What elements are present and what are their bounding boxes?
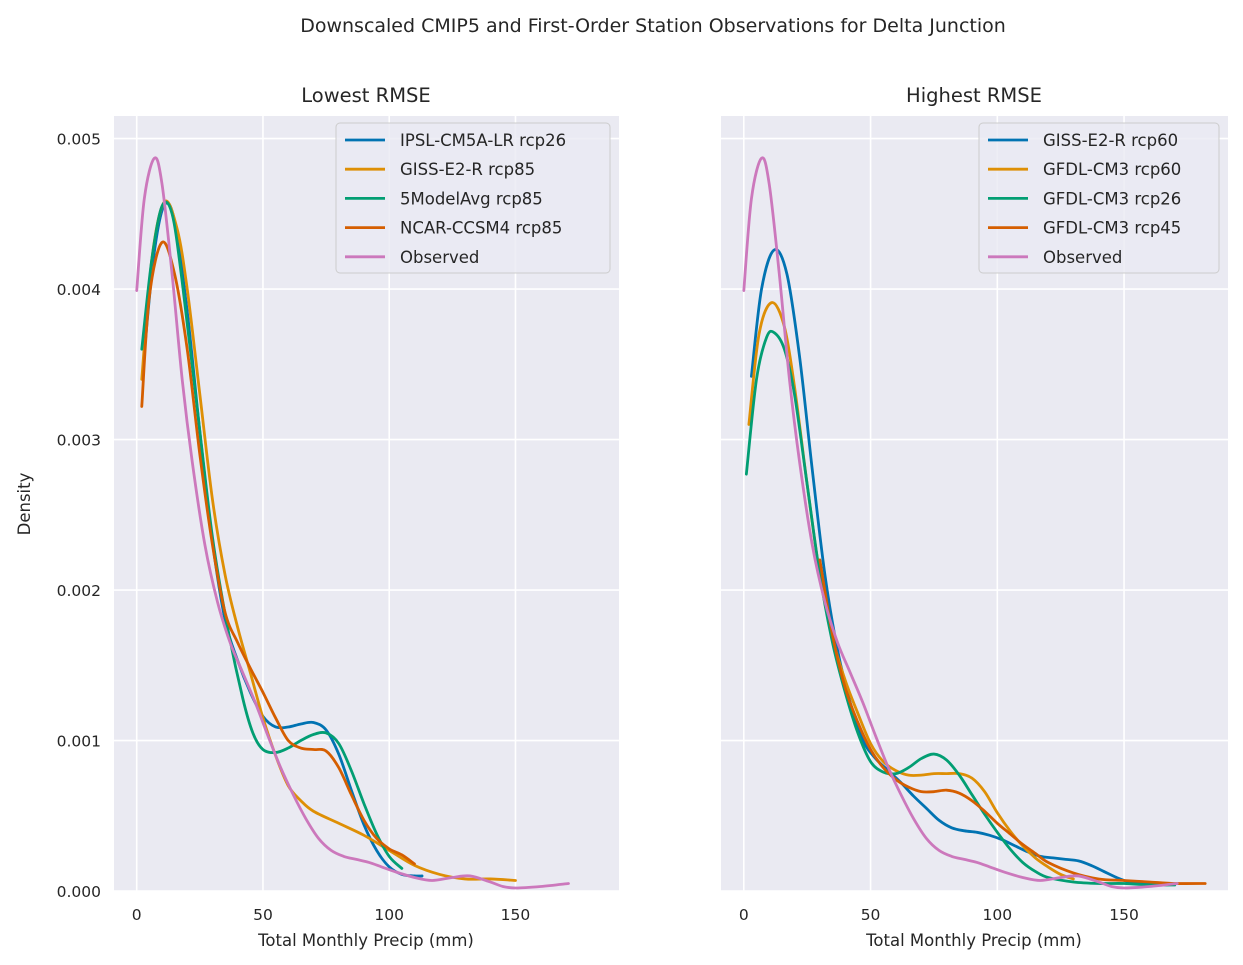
x-tick-label: 50 bbox=[253, 906, 273, 924]
legend-box bbox=[978, 122, 1220, 274]
x-tick-label: 150 bbox=[1109, 906, 1139, 924]
series-line bbox=[135, 156, 570, 890]
series-line bbox=[744, 329, 1177, 887]
legend-label: GFDL-CM3 rcp60 bbox=[1043, 160, 1181, 179]
y-tick-label: 0.003 bbox=[57, 432, 101, 450]
legend-label: Observed bbox=[1043, 248, 1122, 267]
legend-label: GISS-E2-R rcp85 bbox=[400, 160, 535, 179]
legend-left: IPSL-CM5A-LR rcp26 GISS-E2-R rcp85 5ModelA… bbox=[335, 122, 611, 274]
legend-label: IPSL-CM5A-LR rcp26 bbox=[400, 131, 566, 150]
subplot-title-right: Highest RMSE bbox=[906, 84, 1042, 107]
x-axis-label-right: Total Monthly Precip (mm) bbox=[865, 931, 1082, 950]
panel-right: GISS-E2-R rcp60 GFDL-CM3 rcp60 GFDL-CM3 rc… bbox=[721, 84, 1228, 950]
series-line bbox=[818, 558, 1207, 885]
series-lines-left bbox=[135, 156, 570, 890]
y-axis-label: Density bbox=[15, 472, 34, 535]
x-tick-label: 100 bbox=[374, 906, 404, 924]
subplot-title-left: Lowest RMSE bbox=[301, 84, 430, 107]
x-axis-label-left: Total Monthly Precip (mm) bbox=[257, 931, 474, 950]
x-tick-labels-left: 0 50 100 150 bbox=[132, 906, 530, 924]
x-tick-label: 50 bbox=[861, 906, 881, 924]
x-tick-label: 0 bbox=[739, 906, 749, 924]
series-line bbox=[140, 240, 416, 866]
x-tick-label: 100 bbox=[983, 906, 1013, 924]
legend-box bbox=[335, 122, 611, 274]
legend-right: GISS-E2-R rcp60 GFDL-CM3 rcp60 GFDL-CM3 rc… bbox=[978, 122, 1220, 274]
x-tick-label: 150 bbox=[501, 906, 531, 924]
legend-label: Observed bbox=[400, 248, 479, 267]
series-line bbox=[140, 200, 404, 870]
y-tick-label: 0.004 bbox=[57, 281, 101, 299]
legend-label: GFDL-CM3 rcp45 bbox=[1043, 219, 1181, 238]
x-tick-label: 0 bbox=[132, 906, 142, 924]
y-tick-labels-left: 0.000 0.001 0.002 0.003 0.004 0.005 bbox=[57, 131, 101, 901]
y-tick-label: 0.002 bbox=[57, 582, 101, 600]
figure-suptitle: Downscaled CMIP5 and First-Order Station… bbox=[300, 15, 1006, 37]
panel-left: IPSL-CM5A-LR rcp26 GISS-E2-R rcp85 5ModelA… bbox=[15, 84, 619, 950]
y-tick-label: 0.000 bbox=[57, 883, 101, 901]
y-tick-label: 0.005 bbox=[57, 131, 101, 149]
series-line bbox=[742, 156, 1179, 890]
x-tick-labels-right: 0 50 100 150 bbox=[739, 906, 1139, 924]
series-line bbox=[750, 248, 1169, 885]
legend-label: GISS-E2-R rcp60 bbox=[1043, 131, 1178, 150]
legend-label: 5ModelAvg rcp85 bbox=[400, 189, 543, 208]
series-lines-right bbox=[742, 156, 1207, 890]
y-tick-label: 0.001 bbox=[57, 733, 101, 751]
legend-label: GFDL-CM3 rcp26 bbox=[1043, 189, 1181, 208]
legend-label: NCAR-CCSM4 rcp85 bbox=[400, 219, 562, 238]
